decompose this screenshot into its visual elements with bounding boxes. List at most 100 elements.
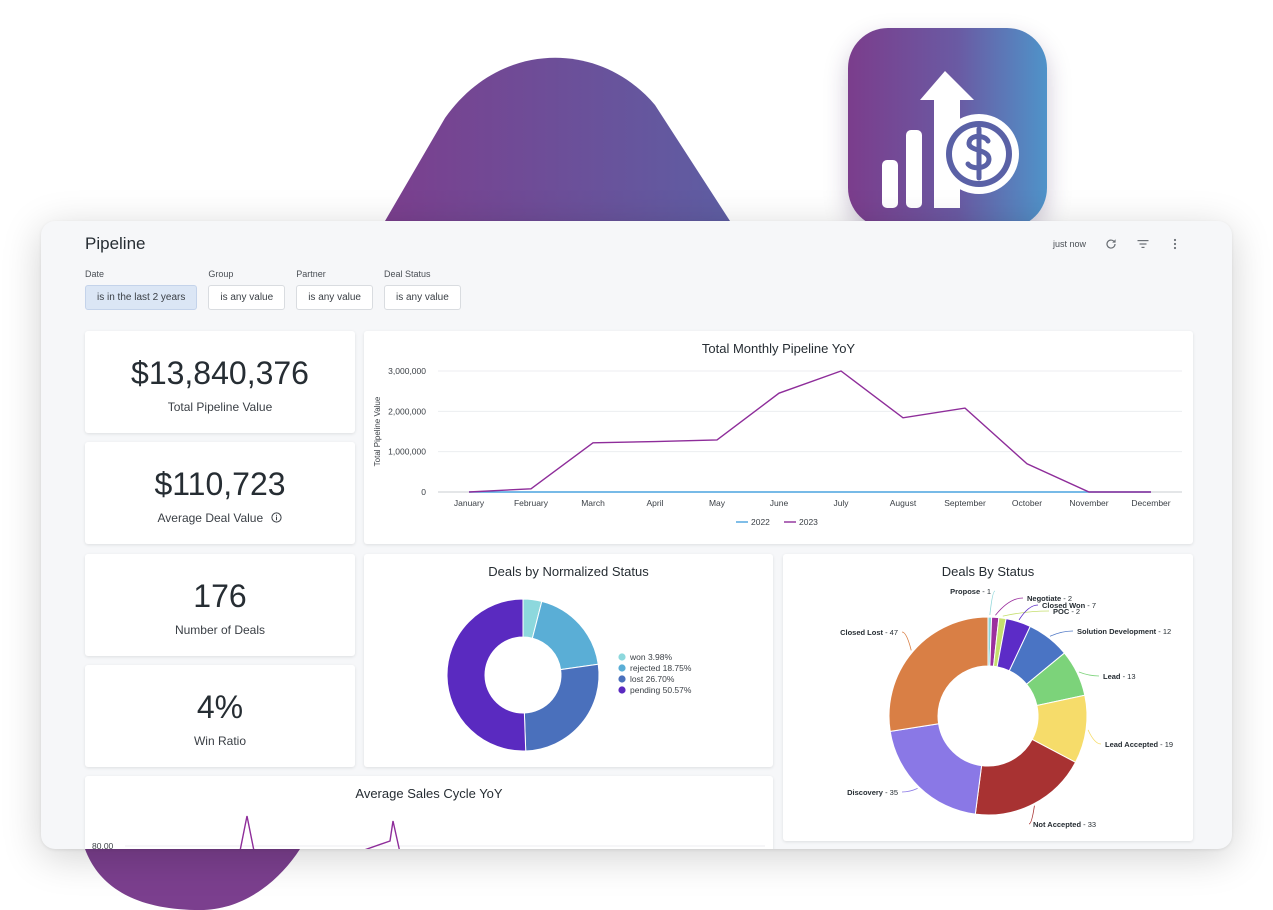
x-tick-label: March: [581, 498, 605, 508]
filter-label: Date: [85, 269, 105, 279]
top-blob: [385, 57, 730, 221]
kpi-label: Number of Deals: [174, 623, 266, 637]
slice-label-value: - 2: [1061, 594, 1072, 603]
kpi-value: 4%: [196, 689, 244, 725]
filter-label: Deal Status: [384, 269, 431, 279]
kpi-value: $110,723: [154, 466, 286, 502]
legend-swatch: [618, 664, 626, 672]
x-tick-label: June: [770, 498, 789, 508]
kpi-label-row: Average Deal Value: [85, 511, 355, 526]
kpi-average-deal-tile[interactable]: $110,723 Average Deal Value: [85, 442, 355, 544]
slice-label-value: - 19: [1158, 740, 1173, 749]
legend-swatch: [618, 653, 626, 661]
slice-label: Discovery - 35: [847, 788, 898, 797]
x-tick-label: September: [944, 498, 986, 508]
slice-label-value: - 1: [980, 587, 991, 596]
more-vertical-icon[interactable]: [1168, 237, 1182, 251]
filter-group: Group is any value: [208, 269, 286, 310]
slice-label-name: POC: [1053, 607, 1070, 616]
kpi-win-ratio-tile[interactable]: 4% Win Ratio: [85, 665, 355, 767]
slice-label-name: Negotiate: [1027, 594, 1061, 603]
leader-line: [1018, 604, 1039, 621]
kpi-number-of-deals-tile[interactable]: 176 Number of Deals: [85, 554, 355, 656]
leader-line: [1002, 610, 1050, 617]
leader-line: [901, 788, 918, 793]
chart-title: Deals By Status: [941, 564, 1035, 579]
info-icon[interactable]: [271, 512, 283, 526]
slice-label-value: - 2: [1069, 607, 1080, 616]
slice-label: Negotiate - 2: [1027, 594, 1072, 603]
x-tick-label: October: [1012, 498, 1042, 508]
kpi-value: $13,840,376: [131, 355, 309, 391]
y-tick-label: 3,000,000: [388, 366, 426, 376]
x-tick-label: May: [709, 498, 726, 508]
x-tick-label: January: [454, 498, 485, 508]
app-logo-icon: [848, 28, 1047, 228]
slice-label: Propose - 1: [950, 587, 991, 596]
leader-line: [901, 631, 912, 651]
filter-label: Partner: [296, 269, 326, 279]
filter-icon[interactable]: [1136, 237, 1150, 251]
normalized-status-chart-tile[interactable]: Deals by Normalized Status won 3.98% reje…: [364, 554, 773, 767]
x-tick-label: April: [646, 498, 663, 508]
filter-label: Group: [208, 269, 234, 279]
slice-label-name: Not Accepted: [1033, 820, 1081, 829]
donut-slice-closed-lost: [888, 616, 989, 732]
legend-label: 2022: [751, 517, 770, 527]
legend-label: pending 50.57%: [630, 685, 692, 695]
filter-date-value[interactable]: is in the last 2 years: [85, 285, 198, 310]
slice-label: Closed Won - 7: [1042, 601, 1096, 610]
y-axis-label: Total Pipeline Value: [373, 396, 382, 466]
kpi-value: 176: [193, 578, 247, 614]
filter-date: Date is in the last 2 years: [85, 269, 198, 310]
filter-partner-value[interactable]: is any value: [296, 285, 373, 310]
legend-label: 2023: [799, 517, 818, 527]
refresh-icon[interactable]: [1104, 237, 1118, 251]
slice-label-value: - 12: [1156, 627, 1171, 636]
slice-label-name: Lead: [1103, 672, 1121, 681]
donut-slice-discovery: [889, 723, 983, 815]
leader-line: [1028, 805, 1035, 825]
chart-title: Average Sales Cycle YoY: [355, 786, 503, 801]
slice-label-value: - 33: [1081, 820, 1096, 829]
x-tick-label: February: [514, 498, 549, 508]
filter-bar: Date is in the last 2 years Group is any…: [85, 269, 461, 310]
x-tick-label: December: [1131, 498, 1170, 508]
y-tick-label: 80.00: [92, 841, 114, 849]
chart-title: Deals by Normalized Status: [488, 564, 649, 579]
monthly-pipeline-chart-tile[interactable]: Total Monthly Pipeline YoY 0 1,000,000 2,0…: [364, 331, 1193, 544]
page-title: Pipeline: [85, 234, 146, 253]
leader-line: [1078, 671, 1100, 677]
series-line: [239, 815, 400, 849]
filter-deal-status: Deal Status is any value: [384, 269, 461, 310]
filter-group-value[interactable]: is any value: [208, 285, 286, 310]
last-updated-text: just now: [1052, 239, 1086, 249]
kpi-label: Total Pipeline Value: [167, 400, 273, 414]
kpi-label: Average Deal Value: [157, 511, 264, 525]
y-tick-label: 0: [421, 487, 426, 497]
slice-label-value: - 35: [883, 788, 898, 797]
slice-label-value: - 13: [1121, 672, 1136, 681]
filter-partner: Partner is any value: [296, 269, 373, 310]
kpi-total-pipeline-tile[interactable]: $13,840,376 Total Pipeline Value: [85, 331, 355, 433]
legend-label: rejected 18.75%: [630, 663, 692, 673]
average-sales-cycle-chart-tile[interactable]: Average Sales Cycle YoY 80.00: [85, 776, 773, 849]
slice-label-name: Solution Development: [1077, 627, 1157, 636]
y-tick-label: 1,000,000: [388, 447, 426, 457]
slice-label-name: Closed Lost: [840, 628, 883, 637]
donut-slice-pending: [446, 598, 527, 752]
average-sales-cycle-chart: 80.00: [92, 815, 765, 849]
slice-label: POC - 2: [1053, 607, 1080, 616]
filter-deal-status-value[interactable]: is any value: [384, 285, 461, 310]
slice-label: Not Accepted - 33: [1033, 820, 1096, 829]
donut-slice-lost: [523, 663, 600, 752]
deals-by-status-chart-tile[interactable]: Deals By Status Propose - 1 Negotiate - 2…: [783, 554, 1193, 841]
leader-line: [989, 590, 996, 616]
slice-label-name: Closed Won: [1042, 601, 1086, 610]
slice-label-name: Discovery: [847, 788, 884, 797]
slice-label: Lead Accepted - 19: [1105, 740, 1173, 749]
leader-line: [1087, 729, 1102, 745]
